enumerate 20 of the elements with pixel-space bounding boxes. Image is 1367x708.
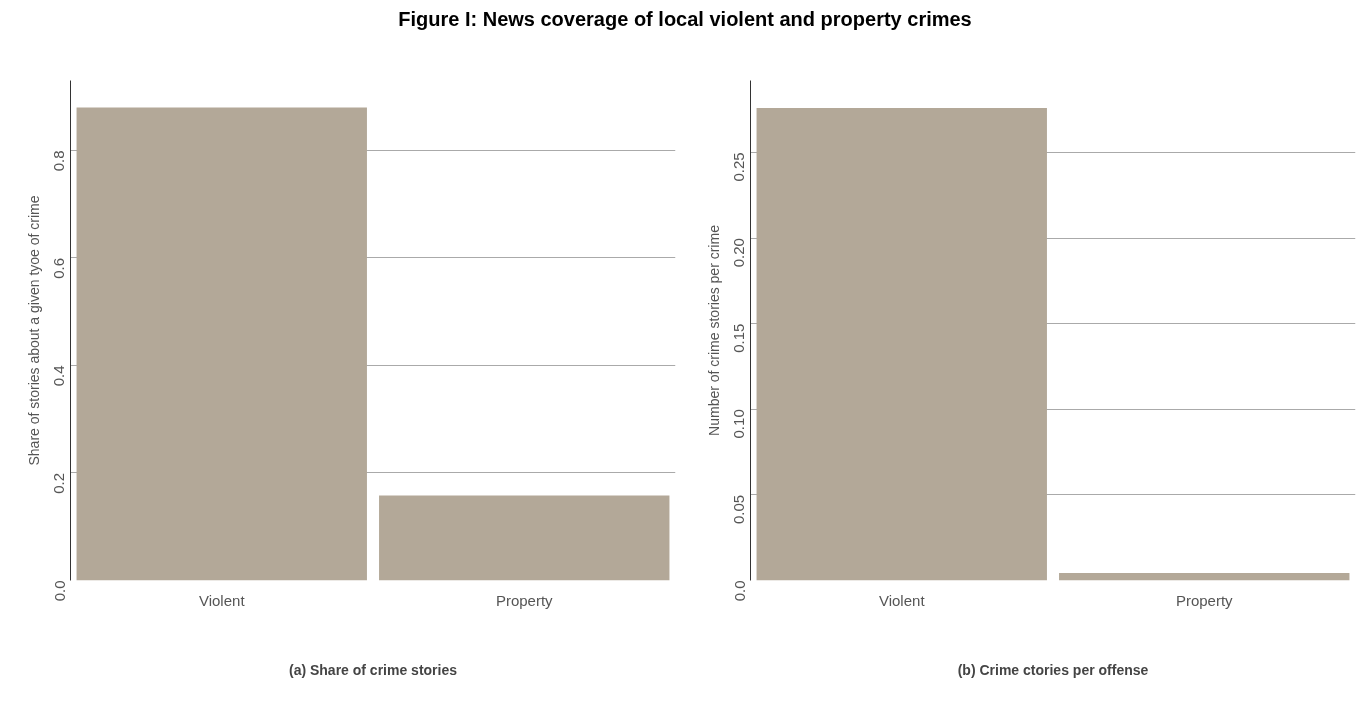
- x-axis-title: (a) Share of crime stories: [288, 661, 458, 678]
- y-tick-label: 0.0: [50, 580, 68, 602]
- x-tick-label: Violent: [198, 591, 246, 609]
- y-tick-label: 0.10: [730, 409, 748, 439]
- x-tick-label: Property: [495, 591, 554, 609]
- x-tick-label: Violent: [878, 591, 926, 609]
- x-tick-label: Property: [1175, 591, 1234, 609]
- y-tick-label: 0.25: [730, 152, 748, 182]
- chart-title: Figure I: News coverage of local violent and property crimes: [398, 7, 972, 32]
- x-axis-title: (b) Crime ctories per offense: [957, 661, 1149, 678]
- y-tick-label: 0.8: [50, 150, 68, 172]
- y-tick-label: 0.2: [50, 472, 68, 494]
- y-tick-label: 0.6: [50, 257, 68, 279]
- y-tick-label: 0.05: [730, 494, 748, 525]
- y-tick-label: 0.0: [730, 580, 748, 602]
- y-axis-title: Share of stories about a given tyoe of crime: [25, 195, 42, 466]
- y-axis-title: Number of crime stories per crime: [705, 224, 722, 436]
- y-tick-label: 0.4: [50, 365, 68, 387]
- y-tick-label: 0.20: [730, 238, 748, 268]
- y-tick-label: 0.15: [730, 323, 748, 353]
